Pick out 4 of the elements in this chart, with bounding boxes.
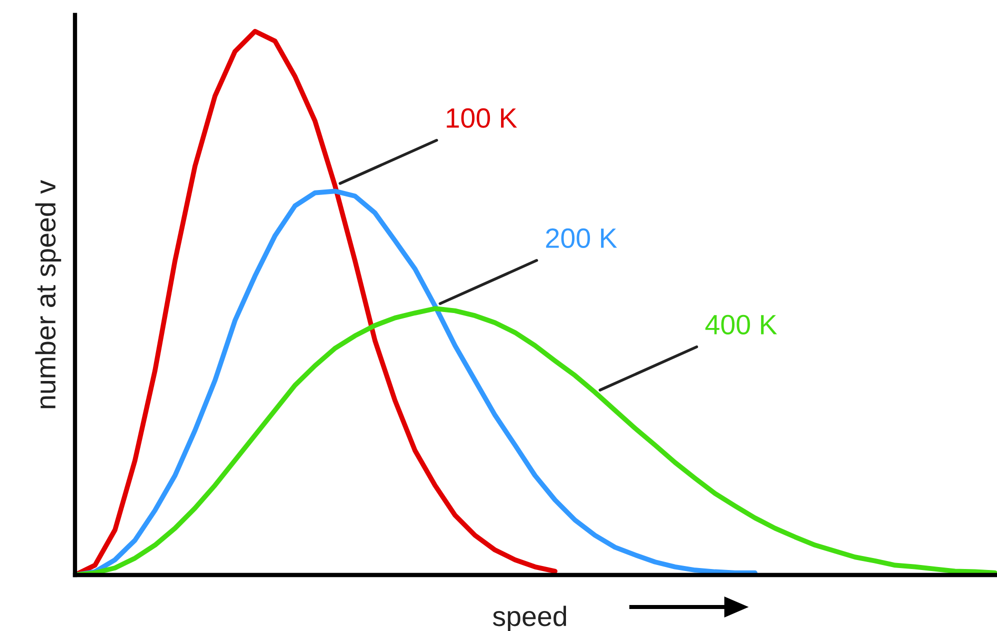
text: 100 K xyxy=(446,108,517,128)
text: 200 K xyxy=(546,228,617,248)
y-axis-title: number at speed v xyxy=(35,180,62,408)
text: 400 K xyxy=(705,314,777,334)
